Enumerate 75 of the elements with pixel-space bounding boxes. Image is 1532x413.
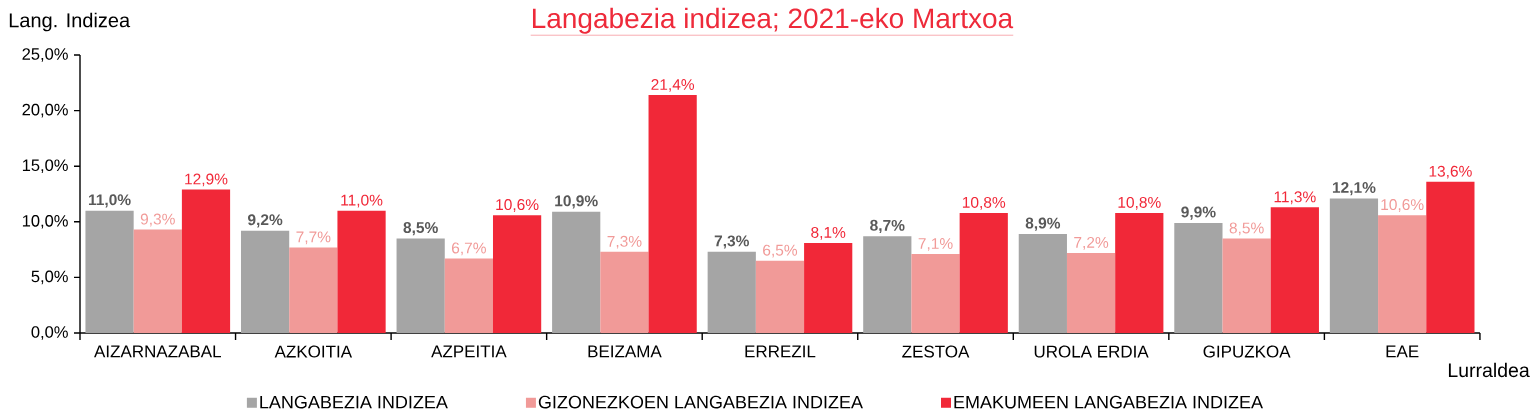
bar: [600, 251, 649, 333]
data-label: 12,1%: [1332, 182, 1376, 196]
legend-label: LANGABEZIA INDIZEA: [260, 395, 448, 409]
chart-title: Langabezia indizea; 2021-eko Martxoa: [532, 7, 1014, 34]
bar: [1018, 234, 1067, 333]
x-tick-label: AZKOITIA: [274, 345, 353, 358]
bar: [1066, 252, 1116, 333]
data-label: 8,5%: [1229, 222, 1264, 236]
bar: [863, 236, 912, 333]
data-label: 7,3%: [607, 235, 642, 249]
y-tick-label: 5,0%: [31, 270, 68, 285]
data-label: 8,7%: [870, 219, 905, 234]
y-tick-label: 10,0%: [22, 214, 68, 229]
bar: [911, 254, 960, 333]
data-label: 10,6%: [1381, 199, 1424, 212]
data-label: 10,6%: [496, 199, 539, 212]
bar: [444, 258, 493, 333]
x-tick-label: AIZARNAZABAL: [94, 345, 221, 358]
y-tick-label: 0,0%: [31, 326, 68, 340]
bar: [133, 229, 182, 333]
bar: [85, 210, 134, 333]
x-tick-label: GIPUZKOA: [1203, 345, 1291, 358]
data-label: 7,7%: [296, 231, 331, 245]
bar: [241, 230, 290, 333]
data-label: 6,5%: [763, 244, 798, 258]
bar: [492, 215, 542, 333]
data-label: 7,3%: [714, 235, 749, 249]
y-tick-label: 25,0%: [22, 48, 68, 62]
data-label: 9,3%: [140, 213, 175, 227]
x-tick-label: ERREZIL: [745, 345, 816, 358]
bar: [804, 242, 853, 333]
legend-label: EMAKUMEEN LANGABEZIA INDIZEA: [954, 395, 1263, 409]
data-label: 10,8%: [962, 196, 1006, 210]
data-label: 12,9%: [185, 173, 228, 187]
data-label: 8,1%: [811, 226, 846, 240]
data-label: 11,3%: [1274, 191, 1316, 205]
data-label: 7,2%: [1074, 236, 1109, 250]
bar: [1426, 181, 1475, 333]
data-label: 9,2%: [247, 214, 283, 228]
y-tick-label: 20,0%: [22, 103, 68, 118]
data-label: 7,1%: [918, 238, 953, 251]
data-label: 21,4%: [651, 79, 695, 92]
bar: [648, 95, 697, 333]
bar: [1378, 215, 1427, 333]
x-axis-title: Lurraldea: [1448, 362, 1530, 378]
data-label: 10,8%: [1118, 196, 1161, 210]
bar: [396, 238, 445, 333]
data-label: 11,0%: [88, 194, 131, 208]
x-tick-label: BEIZAMA: [588, 345, 662, 358]
data-label: 10,9%: [555, 195, 598, 209]
bar: [1115, 212, 1164, 333]
bar: [959, 212, 1008, 333]
x-tick-label: UROLA ERDIA: [1034, 345, 1149, 358]
x-tick-label: ZESTOA: [902, 345, 970, 358]
bar: [181, 189, 231, 333]
bar: [552, 211, 601, 333]
bar: [755, 260, 805, 333]
x-tick-label: AZPEITIA: [431, 345, 507, 358]
x-tick-label: EAE: [1386, 345, 1419, 358]
bar: [1222, 238, 1271, 333]
y-axis-title: Lang. Indizea: [9, 12, 131, 32]
bar: [1329, 198, 1379, 333]
bar: [1270, 207, 1319, 333]
legend-label: GIZONEZKOEN LANGABEZIA INDIZEA: [538, 395, 863, 409]
data-label: 13,6%: [1429, 165, 1472, 179]
data-label: 8,5%: [403, 222, 438, 236]
bar: [289, 247, 338, 333]
data-label: 6,7%: [452, 242, 486, 256]
data-label: 8,9%: [1025, 217, 1061, 231]
data-label: 9,9%: [1181, 206, 1216, 220]
data-label: 11,0%: [341, 194, 383, 208]
bar: [1174, 222, 1223, 333]
bar: [337, 210, 386, 333]
y-tick-label: 15,0%: [22, 159, 68, 174]
bar: [707, 251, 756, 333]
